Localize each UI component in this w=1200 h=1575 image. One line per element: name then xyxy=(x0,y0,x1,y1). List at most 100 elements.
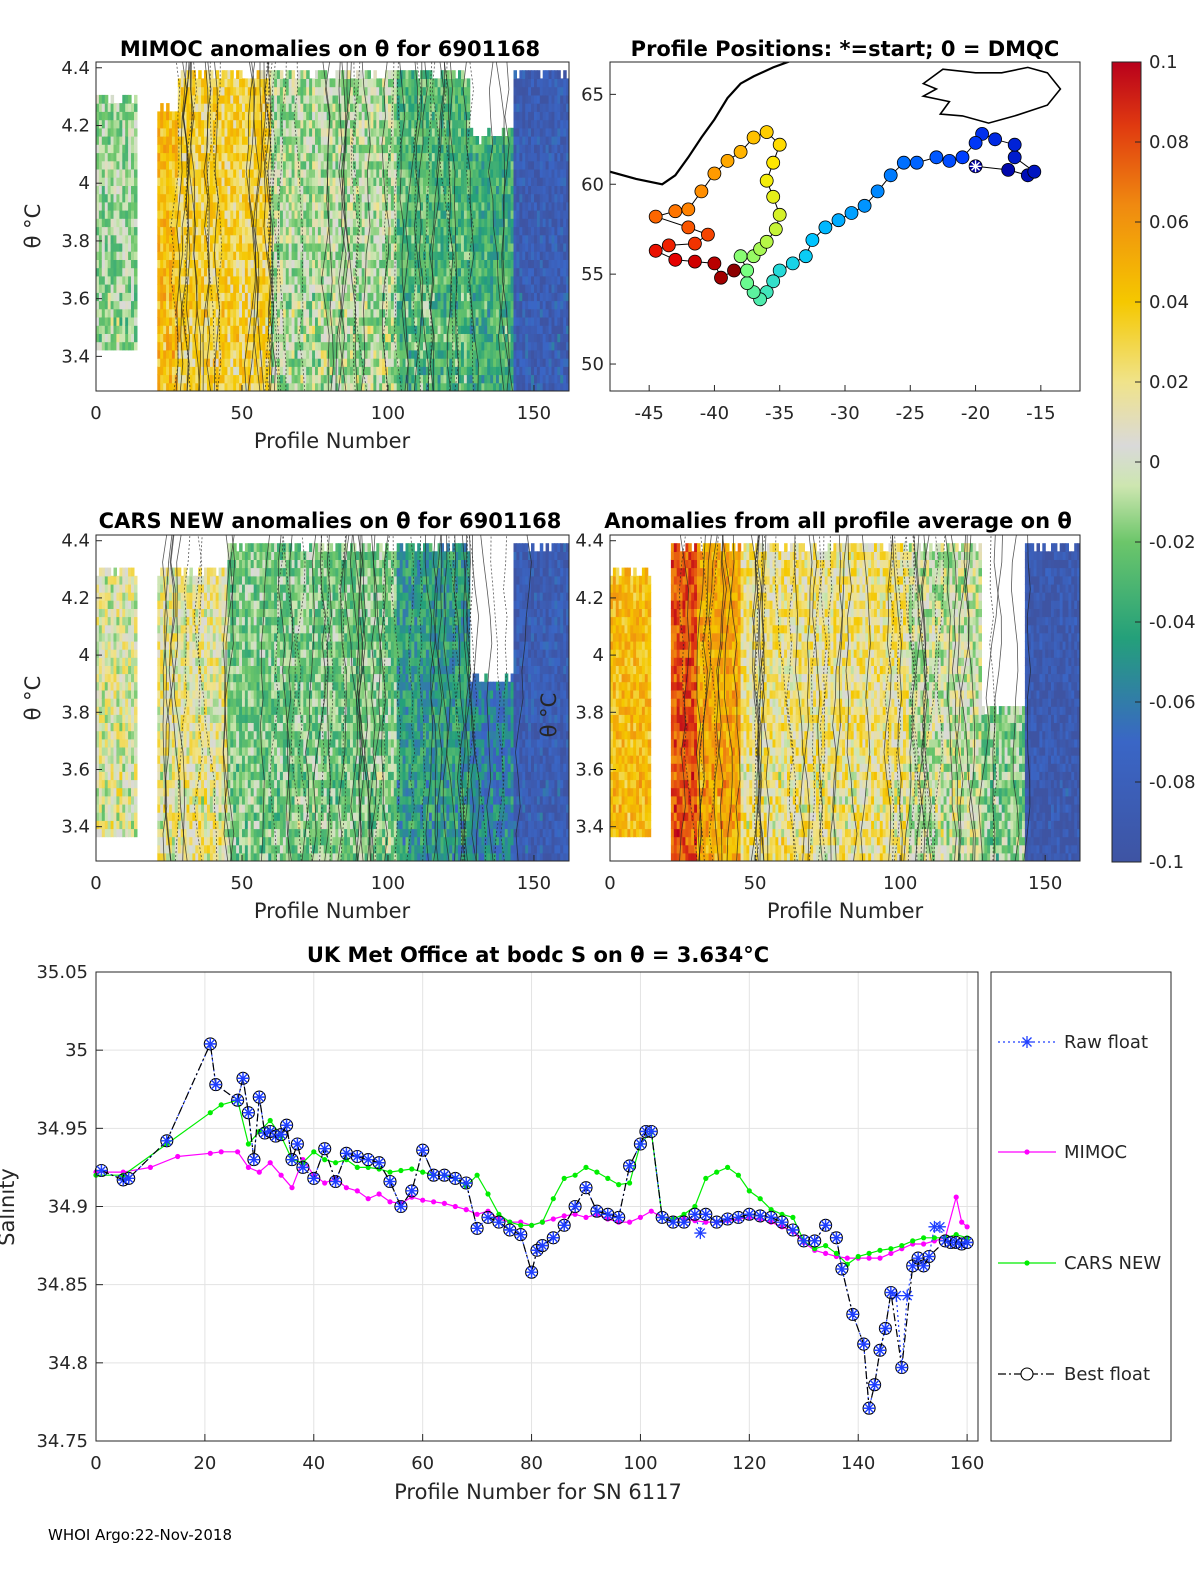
heat-cell xyxy=(484,349,488,359)
heat-cell xyxy=(458,284,462,293)
heat-cell xyxy=(484,218,488,228)
heat-cell xyxy=(134,234,138,244)
heat-cell xyxy=(315,70,319,79)
heat-cell xyxy=(373,284,377,293)
heat-cell xyxy=(274,201,278,211)
heat-cell xyxy=(300,127,304,137)
heat-cell xyxy=(291,259,296,269)
heat-cell xyxy=(408,70,412,79)
heat-cell xyxy=(189,242,193,252)
heat-cell xyxy=(177,325,182,334)
heat-cell xyxy=(487,333,491,343)
heat-cell xyxy=(373,160,377,170)
heat-cell xyxy=(101,111,106,121)
heat-cell xyxy=(385,78,389,88)
heat-cell xyxy=(408,374,412,384)
heat-cell xyxy=(201,168,205,178)
heat-cell xyxy=(358,341,363,351)
heat-cell xyxy=(180,267,185,277)
heat-cell xyxy=(297,119,301,129)
heat-cell xyxy=(262,160,266,170)
heat-cell xyxy=(131,127,135,137)
heat-cell xyxy=(501,152,506,162)
heat-cell xyxy=(253,144,258,154)
heat-cell xyxy=(481,177,485,186)
heat-cell xyxy=(461,78,465,88)
heat-cell xyxy=(262,284,266,293)
heat-cell xyxy=(399,275,404,285)
heat-cell xyxy=(478,374,482,384)
heat-cell xyxy=(323,103,328,112)
heat-cell xyxy=(405,267,409,277)
heat-cell xyxy=(107,152,112,162)
heat-cell xyxy=(271,226,275,236)
heat-cell xyxy=(110,111,115,121)
heat-cell xyxy=(350,210,354,219)
heat-cell xyxy=(484,193,488,203)
heat-cell xyxy=(434,242,439,252)
heat-cell xyxy=(376,349,380,359)
heat-cell xyxy=(501,374,506,384)
heat-cell xyxy=(507,284,512,293)
heat-cell xyxy=(434,94,439,104)
heat-cell xyxy=(166,234,170,244)
heat-cell xyxy=(332,382,336,391)
heat-cell xyxy=(262,201,266,211)
heat-cell xyxy=(466,103,471,112)
heat-cell xyxy=(510,284,515,293)
heat-cell xyxy=(341,259,345,269)
heat-cell xyxy=(396,226,401,236)
heat-cell xyxy=(256,358,261,367)
heat-cell xyxy=(253,94,258,104)
heat-cell xyxy=(355,300,360,310)
heat-cell xyxy=(338,193,342,203)
heat-cell xyxy=(236,234,240,244)
heat-cell xyxy=(320,94,325,104)
heat-cell xyxy=(242,374,246,384)
heat-cell xyxy=(481,341,485,351)
heat-cell xyxy=(288,267,293,277)
heat-cell xyxy=(469,374,474,384)
heat-cell xyxy=(478,251,482,260)
heat-cell xyxy=(174,210,179,219)
heat-cell xyxy=(355,259,360,269)
heat-cell xyxy=(344,234,348,244)
heat-cell xyxy=(364,201,369,211)
heat-cell xyxy=(493,341,497,351)
heat-cell xyxy=(466,284,471,293)
heat-cell xyxy=(373,234,377,244)
heat-cell xyxy=(323,267,328,277)
heat-cell xyxy=(128,210,132,219)
heat-cell xyxy=(180,333,185,343)
heat-cell xyxy=(297,284,301,293)
heat-cell xyxy=(279,70,284,79)
heat-cell xyxy=(399,374,404,384)
heat-cell xyxy=(247,251,252,260)
heat-cell xyxy=(463,382,468,391)
heat-cell xyxy=(233,94,237,104)
heat-cell xyxy=(350,201,354,211)
heat-cell xyxy=(335,284,339,293)
heat-cell xyxy=(358,292,363,302)
heat-cell xyxy=(370,78,374,88)
heat-cell xyxy=(183,218,188,228)
heat-cell xyxy=(323,358,328,367)
heat-cell xyxy=(344,292,348,302)
heat-cell xyxy=(481,275,485,285)
heat-cell xyxy=(443,152,447,162)
heat-cell xyxy=(128,284,132,293)
heat-cell xyxy=(344,317,348,326)
heat-cell xyxy=(493,242,497,252)
heat-cell xyxy=(376,94,380,104)
heat-cell xyxy=(122,94,126,104)
heat-cell xyxy=(98,226,103,236)
heat-cell xyxy=(355,284,360,293)
heat-cell xyxy=(268,300,272,310)
heat-cell xyxy=(291,333,296,343)
heat-cell xyxy=(279,210,284,219)
heat-cell xyxy=(110,275,115,285)
heat-cell xyxy=(262,349,266,359)
heat-cell xyxy=(195,259,199,269)
heat-cell xyxy=(332,242,336,252)
heat-cell xyxy=(498,177,503,186)
